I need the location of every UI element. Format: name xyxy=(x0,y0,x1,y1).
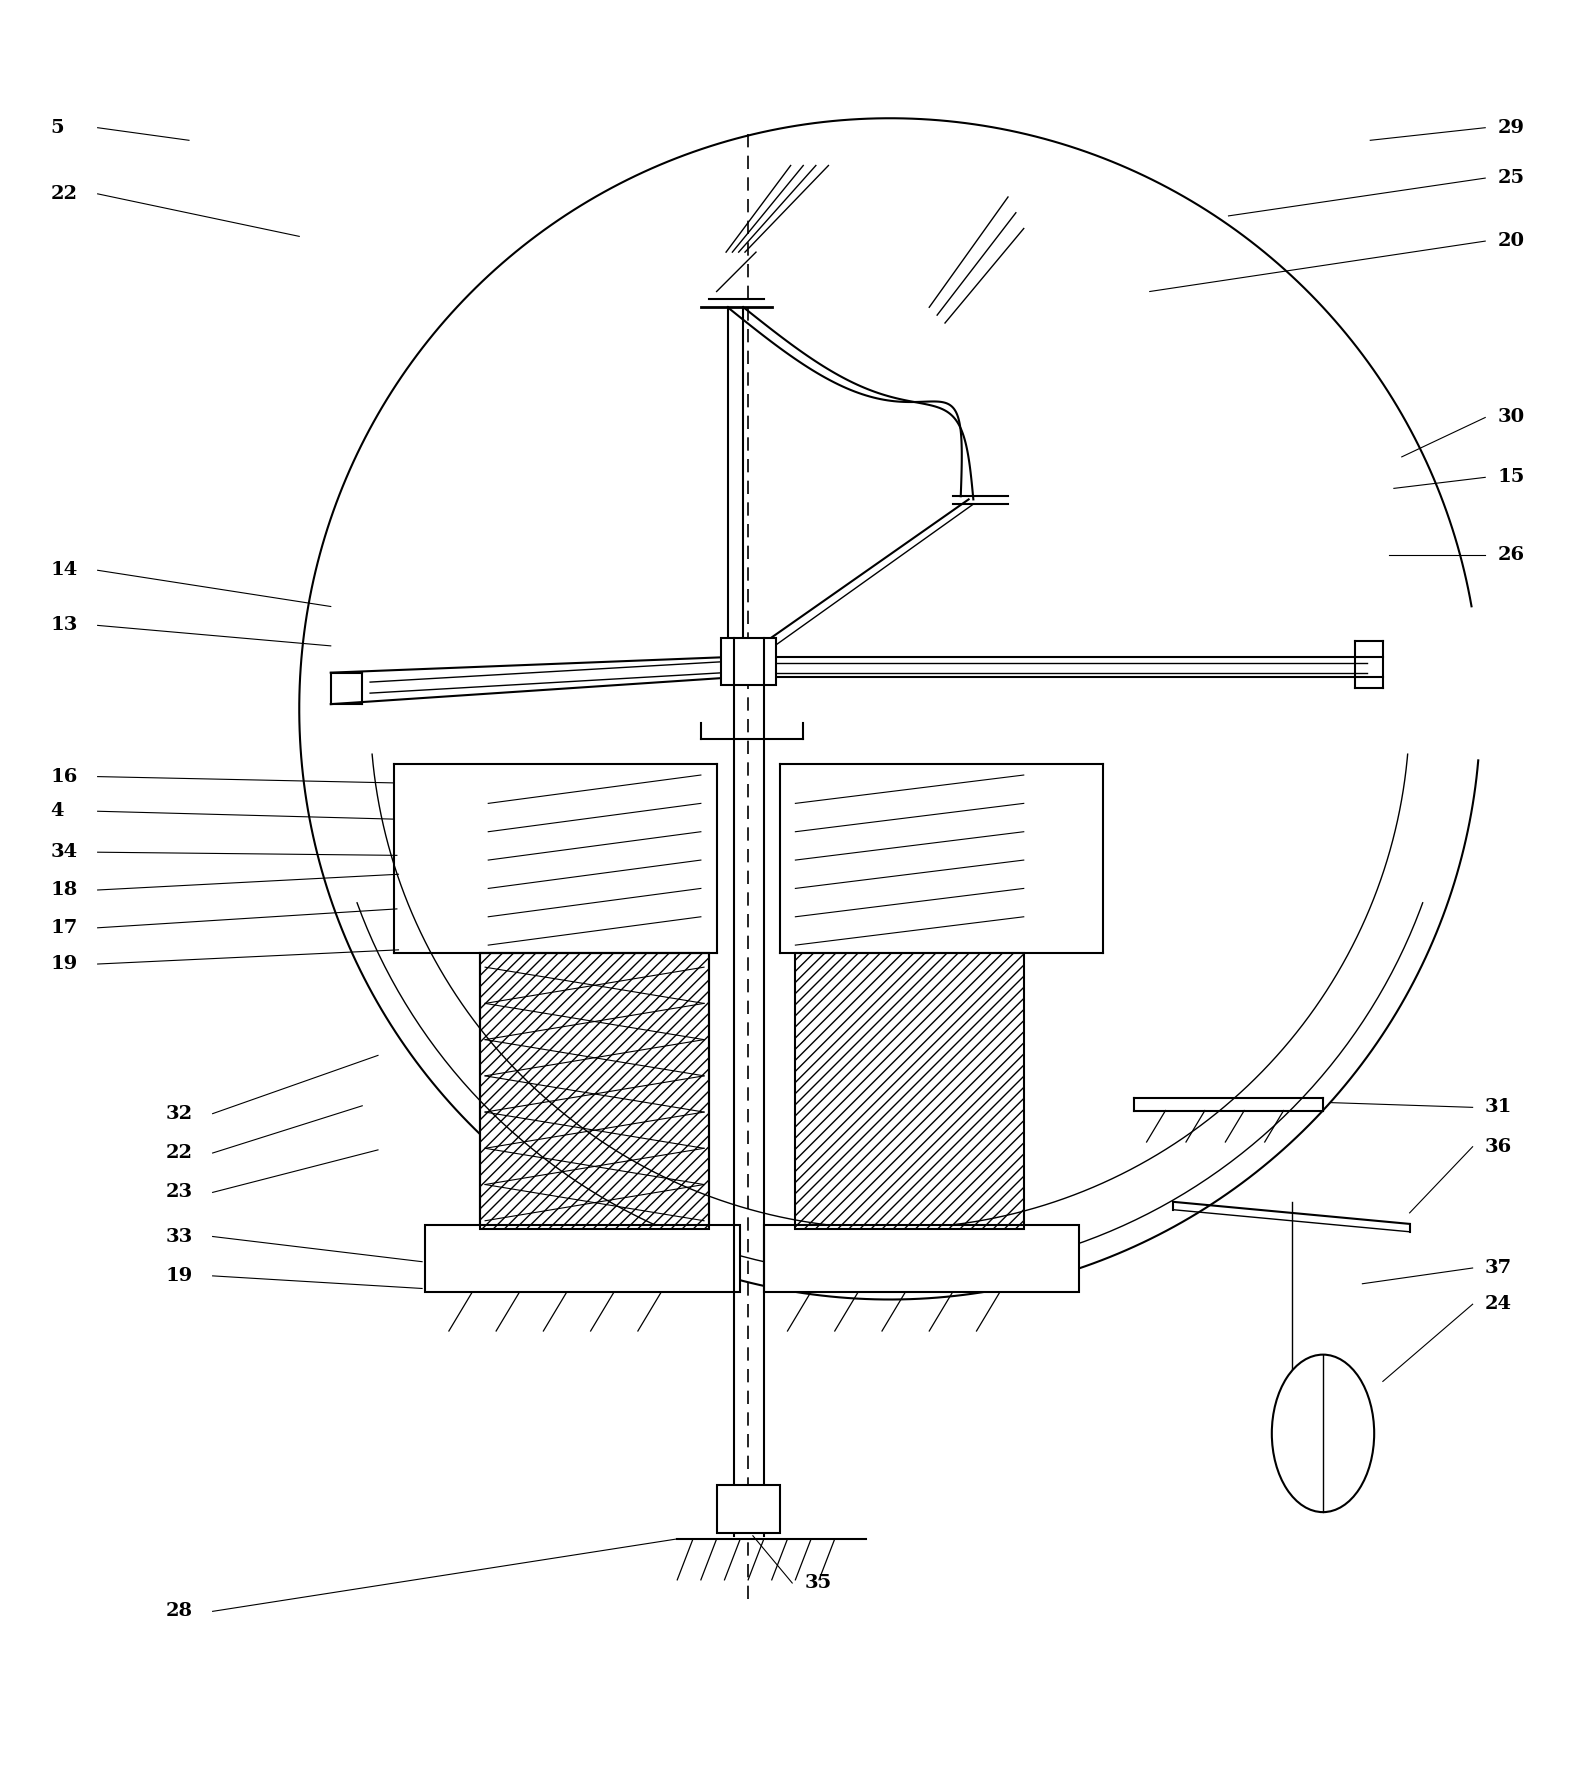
Text: 34: 34 xyxy=(50,844,77,862)
Text: 14: 14 xyxy=(50,561,77,579)
Text: 20: 20 xyxy=(1498,231,1525,251)
Bar xyxy=(764,1225,1079,1292)
Text: 32: 32 xyxy=(165,1105,192,1123)
Text: 25: 25 xyxy=(1498,169,1525,187)
Text: 23: 23 xyxy=(165,1184,192,1202)
Text: 28: 28 xyxy=(165,1602,192,1620)
Text: 19: 19 xyxy=(50,956,77,974)
Text: 15: 15 xyxy=(1498,468,1525,486)
Bar xyxy=(480,952,709,1228)
Text: 19: 19 xyxy=(165,1267,192,1285)
Text: 30: 30 xyxy=(1498,408,1525,427)
Text: 4: 4 xyxy=(50,803,65,821)
Text: 36: 36 xyxy=(1485,1137,1512,1155)
Text: 18: 18 xyxy=(50,881,77,899)
Ellipse shape xyxy=(1273,1355,1373,1513)
Text: 16: 16 xyxy=(50,767,77,785)
Text: 24: 24 xyxy=(1485,1296,1512,1314)
Text: 13: 13 xyxy=(50,616,77,634)
Bar xyxy=(795,952,1024,1228)
Bar xyxy=(480,952,709,1228)
Text: 33: 33 xyxy=(165,1228,192,1246)
Text: 31: 31 xyxy=(1485,1098,1512,1116)
Text: 37: 37 xyxy=(1485,1258,1512,1276)
Text: 35: 35 xyxy=(805,1574,832,1591)
Text: 22: 22 xyxy=(165,1145,192,1162)
Text: 22: 22 xyxy=(50,185,77,203)
Text: 17: 17 xyxy=(50,918,77,936)
Bar xyxy=(717,1485,780,1533)
Text: 26: 26 xyxy=(1498,545,1525,564)
Text: 5: 5 xyxy=(50,119,65,137)
Bar xyxy=(425,1225,740,1292)
Text: 29: 29 xyxy=(1498,119,1525,137)
FancyBboxPatch shape xyxy=(721,637,776,685)
